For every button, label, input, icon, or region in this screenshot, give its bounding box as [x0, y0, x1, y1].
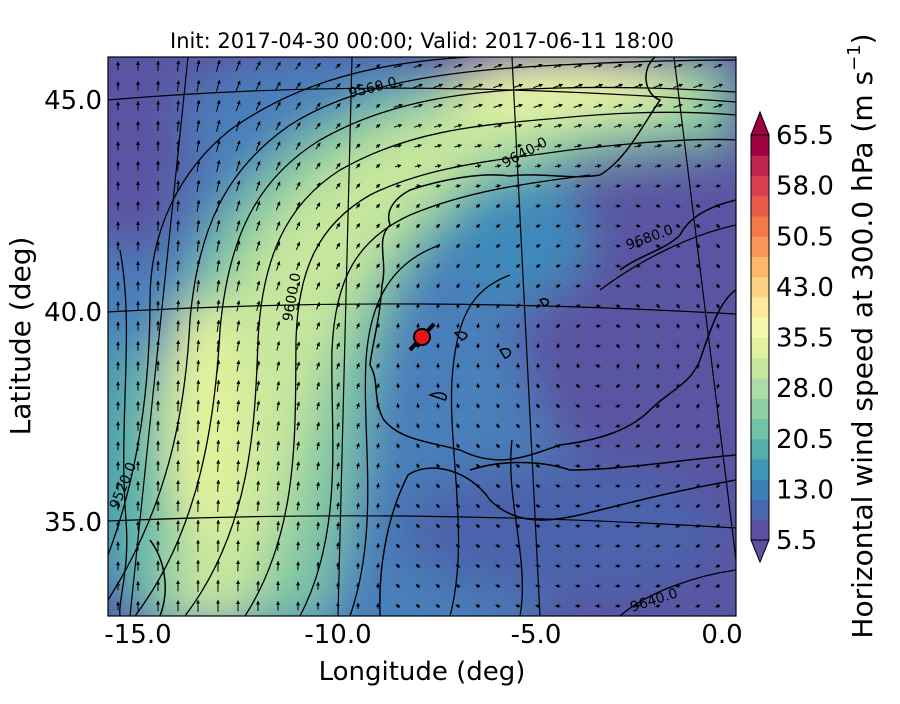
colorbar-band: [751, 459, 769, 480]
y-axis: 45.0 40.0 35.0: [44, 86, 102, 538]
colorbar-band: [751, 500, 769, 521]
colorbar-band: [751, 196, 769, 217]
wind-arrow: [718, 344, 719, 349]
x-tick-label: 0.0: [701, 620, 742, 650]
wind-arrow: [218, 500, 219, 512]
colorbar-band: [751, 216, 769, 237]
wind-arrow: [178, 341, 179, 352]
x-axis: -15.0 -10.0 -5.0 0.0 Longitude (deg): [104, 620, 742, 687]
wind-arrow: [318, 542, 319, 550]
y-axis-label: Latitude (deg): [4, 237, 37, 436]
colorbar-ticks: 65.5 58.0 50.5 43.0 35.5 28.0 20.5 13.0 5.5: [776, 121, 834, 556]
wind-arrow: [258, 541, 259, 551]
wind-arrow: [338, 543, 339, 550]
wind-arrow: [178, 361, 179, 372]
colorbar-band: [751, 439, 769, 460]
colorbar-band: [751, 419, 769, 440]
wind-arrow: [498, 344, 499, 349]
colorbar-extend-max: [751, 112, 769, 135]
wind-arrow: [278, 541, 279, 550]
wind-arrow: [658, 364, 659, 369]
colorbar-bands: [751, 135, 769, 541]
colorbar-band: [751, 135, 769, 156]
wind-arrow: [178, 321, 179, 332]
x-tick-label: -5.0: [511, 620, 562, 650]
colorbar-band: [751, 155, 769, 176]
colorbar-band: [751, 317, 769, 338]
wind-arrow: [478, 344, 479, 349]
wind-arrow: [576, 546, 581, 547]
wind-arrow: [616, 206, 621, 207]
wind-arrow: [576, 566, 581, 567]
colorbar-band: [751, 297, 769, 318]
colorbar-tick-label: 35.5: [776, 324, 834, 354]
wind-arrow: [616, 226, 621, 227]
colorbar-band: [751, 398, 769, 419]
wind-arrow: [616, 526, 621, 527]
colorbar: 65.5 58.0 50.5 43.0 35.5 28.0 20.5 13.0 5.5 Hori…: [751, 33, 879, 638]
map-panel: 9560.0 9640.0 9680.0 9600.0 9520.0 9640.…: [30, 40, 760, 700]
colorbar-tick-label: 5.5: [776, 526, 817, 556]
wind-arrow: [298, 542, 299, 550]
colorbar-tick-label: 43.0: [776, 273, 834, 303]
x-tick-label: -10.0: [304, 620, 371, 650]
wind-arrow: [398, 384, 399, 389]
wind-arrow: [238, 521, 239, 532]
y-tick-label: 35.0: [44, 508, 102, 538]
colorbar-band: [751, 338, 769, 359]
colorbar-band: [751, 236, 769, 257]
y-tick-label: 45.0: [44, 86, 102, 116]
colorbar-tick-label: 28.0: [776, 374, 834, 404]
colorbar-band: [751, 358, 769, 379]
x-tick-label: -15.0: [104, 620, 171, 650]
figure-title: Init: 2017-04-30 00:00; Valid: 2017-06-1…: [170, 29, 674, 53]
colorbar-tick-label: 58.0: [776, 172, 834, 202]
colorbar-tick-label: 50.5: [776, 222, 834, 252]
colorbar-band: [751, 520, 769, 541]
colorbar-tick-label: 65.5: [776, 121, 834, 151]
colorbar-label: Horizontal wind speed at 300.0 hPa (m s−…: [844, 33, 879, 638]
colorbar-extend-min: [751, 540, 769, 562]
wind-arrow: [178, 381, 179, 392]
wind-arrow: [198, 480, 199, 492]
wind-arrow: [358, 543, 359, 549]
colorbar-tick-label: 20.5: [776, 425, 834, 455]
x-axis-label: Longitude (deg): [319, 657, 526, 687]
wind-arrow: [576, 526, 581, 527]
colorbar-band: [751, 176, 769, 197]
wind-arrow: [198, 460, 199, 472]
wind-arrow: [218, 520, 219, 532]
colorbar-band: [751, 378, 769, 399]
wind-arrow: [616, 506, 621, 507]
colorbar-band: [751, 277, 769, 298]
colorbar-band: [751, 257, 769, 278]
wind-arrow: [378, 543, 379, 548]
colorbar-tick-label: 13.0: [776, 475, 834, 505]
colorbar-band: [751, 479, 769, 500]
y-tick-label: 40.0: [44, 298, 102, 328]
